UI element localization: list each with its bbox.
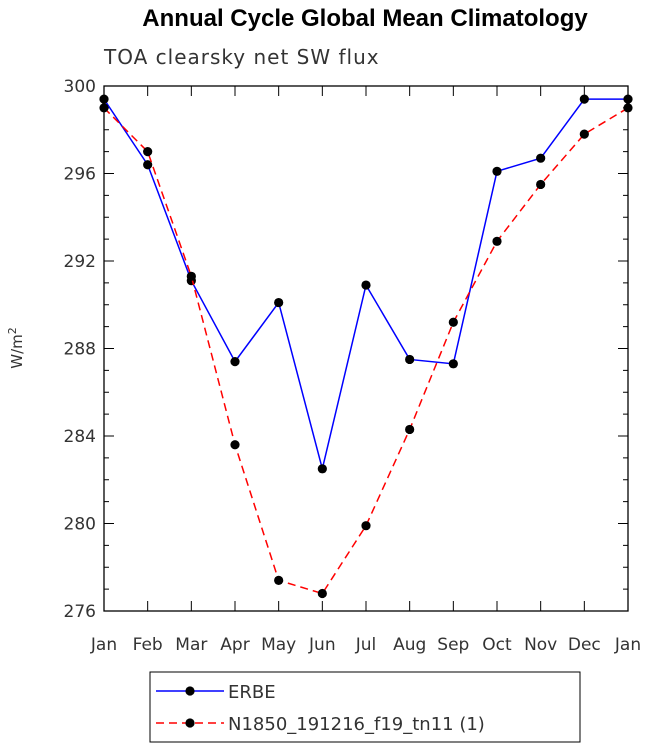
series-1-point bbox=[579, 94, 589, 104]
x-tick-label: Aug bbox=[393, 635, 426, 655]
y-tick-label: 288 bbox=[64, 340, 96, 360]
series-2-point bbox=[99, 103, 109, 113]
x-tick-label: Jul bbox=[355, 635, 377, 655]
series-1-point bbox=[536, 153, 546, 163]
plot-axes: 276 280 284 288 292 296 300 Jan Feb Mar Apr May Jun J… bbox=[64, 77, 642, 655]
series-2-point bbox=[536, 179, 546, 190]
series-1-point bbox=[361, 280, 371, 290]
series-layer bbox=[99, 94, 633, 599]
series-1-point bbox=[99, 94, 109, 104]
y-axis-label-main: W/m bbox=[8, 334, 26, 369]
y-axis-label-exponent: 2 bbox=[6, 327, 19, 334]
legend-marker-1 bbox=[185, 686, 195, 696]
series-2-point bbox=[361, 521, 371, 531]
x-tick-label: Jan bbox=[90, 635, 117, 655]
x-tick-label: Mar bbox=[175, 635, 207, 655]
series-2-point bbox=[274, 575, 284, 585]
legend-box bbox=[149, 671, 581, 743]
series-line-2 bbox=[103, 107, 629, 595]
chart-title: Annual Cycle Global Mean Climatology bbox=[142, 5, 588, 32]
series-1-point bbox=[143, 160, 153, 170]
y-tick-label: 280 bbox=[64, 515, 96, 535]
legend-label-1: ERBE bbox=[228, 682, 276, 703]
series-2-point bbox=[317, 588, 327, 599]
series-1-point bbox=[230, 357, 240, 367]
x-tick-label: Jun bbox=[308, 635, 336, 655]
x-tick-label: Oct bbox=[482, 635, 512, 655]
legend: ERBE N1850_191216_f19_tn11 (1) bbox=[149, 671, 581, 743]
series-1-point bbox=[317, 464, 327, 474]
x-tick-label: Jan bbox=[614, 635, 641, 655]
y-tick-label: 300 bbox=[64, 77, 96, 97]
series-2-point bbox=[186, 271, 196, 281]
series-2-point bbox=[230, 440, 240, 450]
x-tick-label: Nov bbox=[524, 635, 557, 655]
series-2-point bbox=[623, 103, 633, 113]
x-tick-label: Sep bbox=[437, 635, 469, 655]
y-axis-label: W/m2 bbox=[6, 327, 26, 369]
series-1-point bbox=[274, 297, 284, 308]
x-tick-label: Apr bbox=[220, 635, 249, 655]
series-2-point bbox=[448, 317, 458, 327]
y-tick-label: 276 bbox=[64, 602, 96, 622]
series-2-point bbox=[143, 147, 153, 157]
series-2-point bbox=[492, 236, 502, 246]
series-1-point bbox=[492, 166, 502, 176]
x-tick-label: Feb bbox=[133, 635, 163, 655]
legend-label-2: N1850_191216_f19_tn11 (1) bbox=[228, 714, 485, 735]
x-tick-label: Dec bbox=[568, 635, 601, 655]
y-tick-label: 292 bbox=[64, 252, 96, 272]
y-tick-label: 284 bbox=[64, 427, 96, 447]
series-2-point bbox=[405, 424, 415, 435]
series-1-point bbox=[448, 359, 458, 369]
plot-frame bbox=[103, 85, 629, 612]
legend-marker-2 bbox=[185, 718, 195, 728]
y-tick-label: 296 bbox=[64, 165, 96, 185]
x-tick-label: May bbox=[261, 635, 296, 655]
series-2-point bbox=[579, 129, 589, 139]
series-1-point bbox=[623, 94, 633, 104]
series-1-point bbox=[405, 354, 415, 365]
chart-subtitle: TOA clearsky net SW flux bbox=[103, 45, 380, 69]
